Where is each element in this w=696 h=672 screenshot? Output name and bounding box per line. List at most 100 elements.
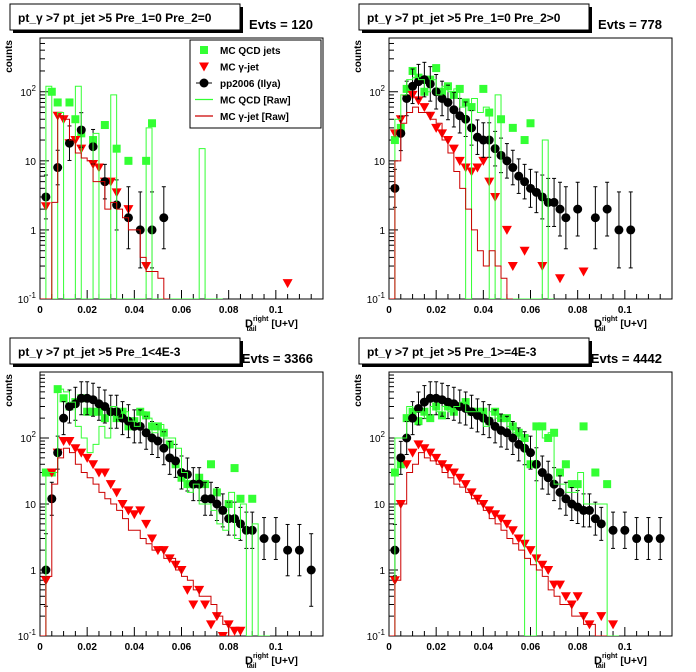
series-mc-jet-point <box>182 585 193 595</box>
series-mc-jet-point <box>413 440 424 450</box>
series-pp2006-ilya--point <box>514 171 524 181</box>
series-pp2006-ilya--point <box>153 436 163 446</box>
x-tick-label: 0.06 <box>521 305 541 316</box>
legend-entry: MC QCD jets <box>200 46 281 57</box>
series-mc-jet-raw--hist <box>40 447 235 636</box>
series-mc-qcd-jets-point <box>59 394 68 403</box>
series-mc-jet-point <box>188 600 199 610</box>
series-pp2006-ilya--point <box>573 204 583 214</box>
series-mc-qcd-jets-point <box>236 494 245 503</box>
series-pp2006-ilya--point <box>561 213 571 223</box>
series-mc-jet-point <box>460 480 471 490</box>
x-tick-label: 0.08 <box>219 305 239 316</box>
series-mc-qcd-jets-point <box>479 84 488 93</box>
series-mc-jet-point <box>442 464 453 474</box>
series-mc-jet-point <box>235 626 246 636</box>
series-mc-jet-point <box>123 506 134 516</box>
y-tick-label: 10 <box>25 500 37 511</box>
series-pp2006-ilya--point <box>449 105 459 115</box>
y-tick-label: 10-1 <box>18 291 37 306</box>
series-mc-jet-point <box>608 620 619 630</box>
series-pp2006-ilya--point <box>171 456 181 466</box>
series-mc-qcd-raw--hist <box>40 85 223 299</box>
y-tick-label: 1 <box>379 566 385 577</box>
plot-frame <box>388 371 673 637</box>
series-mc-jet-point <box>507 262 518 272</box>
series-mc-qcd-raw--hist <box>389 401 619 636</box>
events-label: Evts = 3366 <box>242 351 313 366</box>
panel-title-box: pt_γ >7 pt_jet >5 Pre_1=0 Pre_2>0 <box>358 3 592 33</box>
legend-frame <box>189 39 322 129</box>
x-axis-title: Dright tail [U+V] <box>245 653 298 670</box>
panel-title-box: pt_γ >7 pt_jet >5 Pre_1>=4E-3 <box>358 337 592 367</box>
y-axis-title: counts <box>353 40 364 73</box>
x-tick-label: 0.1 <box>618 305 632 316</box>
x-axis-title: Dright tail [U+V] <box>594 316 647 333</box>
events-label: Evts = 778 <box>598 17 662 32</box>
y-tick-label: 1 <box>30 566 36 577</box>
series-pp2006-ilya--point <box>608 525 618 535</box>
series-mc-jet-point <box>135 506 146 516</box>
legend-label: MC γ-jet <box>220 63 260 74</box>
series-mc-jet-point <box>454 156 465 166</box>
series-mc-qcd-jets-point <box>591 468 600 477</box>
series-mc-qcd-jets-point <box>567 480 576 489</box>
series-pp2006-ilya--point <box>655 534 665 544</box>
x-tick-label: 0.1 <box>269 642 283 653</box>
series-mc-jet-point <box>413 96 424 106</box>
x-axis-title: Dright tail [U+V] <box>245 316 298 333</box>
legend-entry: MC γ-jet [Raw] <box>195 112 289 123</box>
series-pp2006-ilya--point <box>549 197 559 207</box>
series-mc-jet-point <box>578 267 589 277</box>
y-tick-label: 10 <box>374 157 386 168</box>
series-pp2006-ilya--point <box>159 443 169 453</box>
series-mc-jet-point <box>282 279 293 289</box>
series-pp2006-ilya--point <box>584 505 594 515</box>
series-mc-qcd-jets-point <box>520 136 529 145</box>
series-pp2006-ilya--point <box>271 534 281 544</box>
events-label: Evts = 4442 <box>591 351 662 366</box>
panel-title: pt_γ >7 pt_jet >5 Pre_1>=4E-3 <box>367 345 537 359</box>
series-pp2006-ilya--point <box>614 225 624 235</box>
series-mc-jet-point <box>501 225 512 235</box>
series-mc-jet-point <box>99 468 110 478</box>
series-mc-jet-point <box>419 444 430 454</box>
series-mc-jet-point <box>501 519 512 529</box>
series-mc-jet-point <box>448 468 459 478</box>
series-mc-jet-raw--hist <box>389 452 608 636</box>
x-tick-label: 0 <box>386 305 392 316</box>
series-mc-jet-point <box>519 246 530 256</box>
series-pp2006-ilya--point <box>259 534 269 544</box>
legend-label: pp2006 (Ilya) <box>220 79 281 90</box>
series-mc-jet-point <box>572 592 583 602</box>
series-mc-jet-point <box>596 612 607 622</box>
y-axis-title: counts <box>4 40 15 73</box>
series-mc-jet-point <box>537 560 548 570</box>
series-pp2006-ilya--point <box>100 402 110 412</box>
title-frame <box>358 3 590 31</box>
series-mc-jet-point <box>141 519 152 529</box>
legend: MC QCD jets MC γ-jet pp2006 (Ilya) MC QCD [… <box>189 39 322 129</box>
series-mc-qcd-jets-point <box>100 121 109 130</box>
data-layer <box>389 61 636 299</box>
series-mc-qcd-jets-point <box>508 123 517 132</box>
series-pp2006-ilya--point <box>596 519 606 529</box>
data-layer <box>389 381 665 636</box>
series-mc-qcd-jets-point <box>526 119 535 128</box>
series-mc-qcd-raw--hist <box>40 388 270 636</box>
series-pp2006-ilya--point <box>520 177 530 187</box>
title-frame <box>9 337 241 365</box>
series-pp2006-ilya--point <box>602 204 612 214</box>
series-pp2006-ilya--point <box>502 428 512 438</box>
series-pp2006-ilya--point <box>537 468 547 478</box>
series-pp2006-ilya--point <box>643 534 653 544</box>
legend-entry: MC γ-jet <box>199 62 260 74</box>
panel-title-box: pt_γ >7 pt_jet >5 Pre_1<4E-3 <box>9 337 243 367</box>
x-axis-title: Dright tail [U+V] <box>594 653 647 670</box>
series-mc-qcd-jets-point <box>555 468 564 477</box>
series-pp2006-ilya--point <box>306 565 316 575</box>
series-pp2006-ilya--point <box>508 433 518 443</box>
chart-panel-2: pt_γ >7 pt_jet >5 Pre_1=0 Pre_2>0 Evts = … <box>353 3 673 333</box>
series-mc-jet-point <box>117 500 128 509</box>
x-tick-label: 0.02 <box>77 642 97 653</box>
